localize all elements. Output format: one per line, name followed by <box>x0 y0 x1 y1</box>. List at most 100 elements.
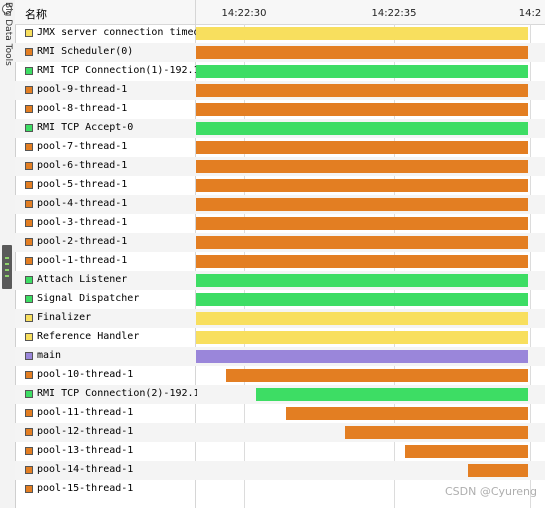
thread-row[interactable]: pool-12-thread-1 <box>15 423 545 442</box>
thread-state-icon <box>25 219 33 227</box>
thread-row[interactable]: RMI TCP Connection(2)-192.1 <box>15 385 545 404</box>
thread-state-icon <box>25 352 33 360</box>
thread-activity-bar[interactable] <box>196 236 528 249</box>
thread-state-icon <box>25 390 33 398</box>
thread-state-icon <box>25 314 33 322</box>
thread-state-icon <box>25 276 33 284</box>
thread-name: pool-2-thread-1 <box>37 236 128 247</box>
thread-state-icon <box>25 409 33 417</box>
thread-activity-bar[interactable] <box>196 103 528 116</box>
thread-row[interactable]: Signal Dispatcher <box>15 290 545 309</box>
thread-activity-bar[interactable] <box>225 369 528 382</box>
thread-row[interactable]: pool-5-thread-1 <box>15 176 545 195</box>
thread-activity-bar[interactable] <box>196 350 528 363</box>
thread-state-icon <box>25 447 33 455</box>
thread-activity-bar[interactable] <box>196 274 528 287</box>
thread-state-icon <box>25 428 33 436</box>
thread-state-icon <box>25 485 33 493</box>
thread-row[interactable]: Attach Listener <box>15 271 545 290</box>
thread-activity-bar[interactable] <box>468 464 528 477</box>
thread-row[interactable]: pool-13-thread-1 <box>15 442 545 461</box>
thread-state-icon <box>25 181 33 189</box>
thread-activity-bar[interactable] <box>196 141 528 154</box>
side-tool-strip[interactable]: Big Data Tools <box>0 0 16 508</box>
time-tick-label: 14:22:35 <box>371 8 417 19</box>
thread-state-icon <box>25 29 33 37</box>
thread-row[interactable]: RMI Scheduler(0) <box>15 43 545 62</box>
thread-state-icon <box>25 67 33 75</box>
thread-state-icon <box>25 162 33 170</box>
thread-activity-bar[interactable] <box>196 179 528 192</box>
thread-name: RMI Scheduler(0) <box>37 46 134 57</box>
thread-row[interactable]: Finalizer <box>15 309 545 328</box>
thread-name: pool-13-thread-1 <box>37 445 134 456</box>
thread-name: JMX server connection timeout <box>37 27 197 38</box>
thread-row[interactable]: pool-14-thread-1 <box>15 461 545 480</box>
name-column-header[interactable]: 名称 <box>25 8 47 21</box>
thread-row[interactable]: RMI TCP Connection(1)-192.1 <box>15 62 545 81</box>
thread-row[interactable]: JMX server connection timeout <box>15 24 545 43</box>
thread-activity-bar[interactable] <box>285 407 528 420</box>
thread-row[interactable]: pool-10-thread-1 <box>15 366 545 385</box>
thread-activity-bar[interactable] <box>196 27 528 40</box>
thread-activity-bar[interactable] <box>196 198 528 211</box>
thread-name: pool-14-thread-1 <box>37 464 134 475</box>
thread-name: pool-10-thread-1 <box>37 369 134 380</box>
thread-activity-bar[interactable] <box>196 84 528 97</box>
thread-name: main <box>37 350 62 361</box>
thread-row[interactable]: pool-6-thread-1 <box>15 157 545 176</box>
big-data-tools-tab[interactable]: Big Data Tools <box>3 2 13 66</box>
thread-state-icon <box>25 143 33 151</box>
time-grid-line <box>530 24 531 508</box>
thread-row[interactable]: pool-11-thread-1 <box>15 404 545 423</box>
thread-name: pool-1-thread-1 <box>37 255 128 266</box>
thread-name: pool-6-thread-1 <box>37 160 128 171</box>
thread-activity-bar[interactable] <box>196 217 528 230</box>
thread-activity-bar[interactable] <box>196 65 528 78</box>
thread-name: pool-9-thread-1 <box>37 84 128 95</box>
time-tick-label: 14:2 <box>518 8 542 19</box>
thread-state-icon <box>25 48 33 56</box>
thread-activity-bar[interactable] <box>196 255 528 268</box>
thread-name: Reference Handler <box>37 331 140 342</box>
thread-state-icon <box>25 257 33 265</box>
thread-activity-bar[interactable] <box>196 160 528 173</box>
thread-row[interactable]: pool-2-thread-1 <box>15 233 545 252</box>
thread-row[interactable]: main <box>15 347 545 366</box>
thread-state-icon <box>25 105 33 113</box>
thread-row[interactable]: pool-8-thread-1 <box>15 100 545 119</box>
thread-list: JMX server connection timeout RMI Schedul… <box>15 24 545 508</box>
thread-name: pool-3-thread-1 <box>37 217 128 228</box>
thread-activity-bar[interactable] <box>196 293 528 306</box>
thread-state-icon <box>25 466 33 474</box>
thread-state-icon <box>25 333 33 341</box>
thread-row[interactable]: pool-1-thread-1 <box>15 252 545 271</box>
thread-name: RMI TCP Accept-0 <box>37 122 134 133</box>
thread-activity-bar[interactable] <box>405 445 528 458</box>
thread-row[interactable]: pool-3-thread-1 <box>15 214 545 233</box>
thread-activity-bar[interactable] <box>345 426 528 439</box>
column-divider[interactable] <box>195 0 196 508</box>
thread-state-icon <box>25 86 33 94</box>
thread-activity-bar[interactable] <box>196 122 528 135</box>
thread-row[interactable]: RMI TCP Accept-0 <box>15 119 545 138</box>
thread-name: Finalizer <box>37 312 92 323</box>
thread-activity-bar[interactable] <box>196 331 528 344</box>
thread-name: pool-4-thread-1 <box>37 198 128 209</box>
circle-icon <box>2 4 12 14</box>
thread-state-icon <box>25 200 33 208</box>
thread-activity-bar[interactable] <box>255 388 528 401</box>
thread-activity-bar[interactable] <box>196 46 528 59</box>
drag-handle-icon[interactable] <box>2 245 12 289</box>
thread-name: RMI TCP Connection(2)-192.1 <box>37 388 197 399</box>
thread-name: pool-5-thread-1 <box>37 179 128 190</box>
thread-name: pool-12-thread-1 <box>37 426 134 437</box>
thread-activity-bar[interactable] <box>196 312 528 325</box>
thread-row[interactable]: pool-4-thread-1 <box>15 195 545 214</box>
thread-row[interactable]: Reference Handler <box>15 328 545 347</box>
thread-state-icon <box>25 295 33 303</box>
thread-row[interactable]: pool-7-thread-1 <box>15 138 545 157</box>
thread-name: pool-7-thread-1 <box>37 141 128 152</box>
thread-row[interactable]: pool-9-thread-1 <box>15 81 545 100</box>
thread-row[interactable]: pool-15-thread-1 <box>15 480 545 499</box>
